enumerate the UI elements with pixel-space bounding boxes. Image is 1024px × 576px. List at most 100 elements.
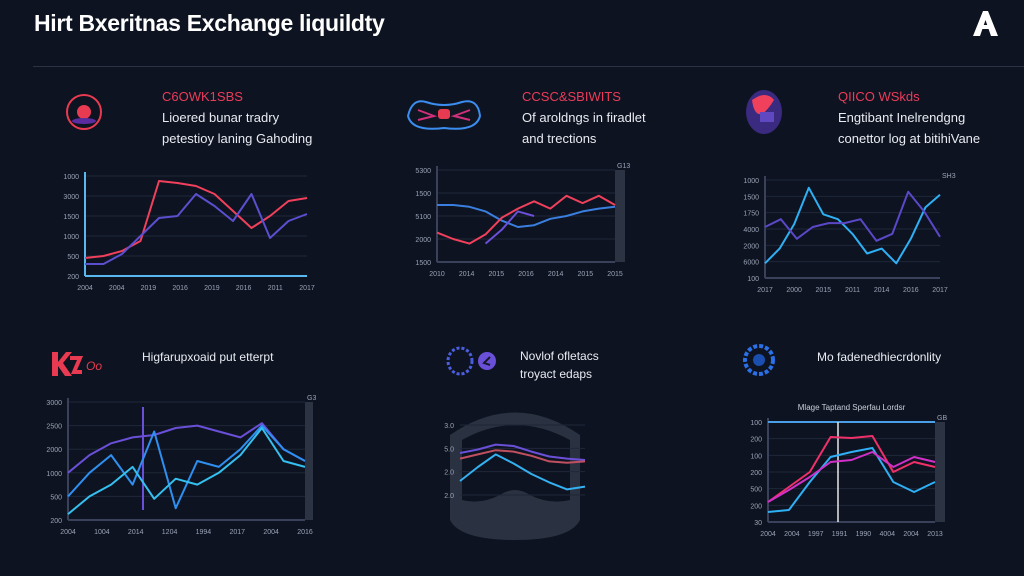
y-tick-label: 5100 <box>415 214 431 221</box>
y-tick-label: 1000 <box>743 178 759 185</box>
x-tick-label: 2017 <box>757 287 773 294</box>
panel-line: troyact edaps <box>520 367 593 381</box>
series-line-1 <box>67 422 306 474</box>
y-tick-label: 100 <box>747 276 759 283</box>
series-end-label: G3 <box>307 395 316 402</box>
series-line-1 <box>84 180 308 259</box>
panel-3-text: QIICO WSkds Engtibant Inelrendgng conettor… <box>838 86 980 149</box>
x-tick-label: 2016 <box>297 529 313 536</box>
series-line-2 <box>767 447 936 513</box>
x-tick-label: 2004 <box>263 529 279 536</box>
chart-backdrop-inner <box>462 425 570 502</box>
bridge-device-icon <box>406 100 482 130</box>
x-tick-label: 2013 <box>927 531 943 538</box>
y-tick-label: 6000 <box>743 260 759 267</box>
x-tick-label: 2000 <box>786 287 802 294</box>
chart-5: 3.0 5.0 2.0 2.0 <box>430 405 600 545</box>
x-tick-label: 2010 <box>429 271 445 278</box>
y-tick-label: 5300 <box>415 168 431 175</box>
x-tick-label: 1997 <box>808 531 824 538</box>
x-tick-label: 2004 <box>60 529 76 536</box>
series-line-2 <box>459 449 586 464</box>
series-line-1 <box>764 186 941 265</box>
y-tick-label: 5.0 <box>444 446 454 453</box>
panel-6-text: Mo fadenedhiecrdonlity <box>817 347 941 368</box>
chart-title: Mlage Taptand Sperfau Lordsr <box>798 403 906 412</box>
y-tick-label: 1500 <box>415 191 431 198</box>
y-tick-label: 100 <box>750 420 762 427</box>
panel-line: petestioy laning Gahoding <box>162 131 313 146</box>
y-tick-label: 200 <box>50 518 62 525</box>
x-tick-label: 2015 <box>816 287 832 294</box>
series-line-2 <box>764 190 941 242</box>
x-tick-label: 2014 <box>874 287 890 294</box>
x-tick-label: 4004 <box>879 531 895 538</box>
y-tick-label: 2.0 <box>444 493 454 500</box>
series-end-label: SH3 <box>942 173 956 180</box>
y-tick-label: 500 <box>50 494 62 501</box>
series-line-1 <box>767 435 936 503</box>
x-tick-label: 1004 <box>94 529 110 536</box>
x-tick-label: 2017 <box>932 287 948 294</box>
series-line-3 <box>67 427 306 515</box>
x-tick-label: 1994 <box>196 529 212 536</box>
panel-line: Mo fadenedhiecrdonlity <box>817 350 942 364</box>
panel-heading: QIICO WSkds <box>838 89 920 104</box>
chart-svg: 1000 1500 1750 4000 2000 6000 100 2017 2000 2015 2… <box>743 173 956 294</box>
chart-svg: 100 200 100 200 500 200 30 2004 2004 1997 1991 1990… <box>750 403 947 538</box>
chart-6: 100 200 100 200 500 200 30 2004 2004 1997 1991 1990… <box>735 402 965 542</box>
panel-line: Novlof ofletacs <box>520 349 599 363</box>
series-end-label: GB <box>937 415 947 422</box>
chart-svg: 3000 2500 2000 1000 500 200 2004 1004 2014 1204 19… <box>46 395 316 536</box>
panel-line: Lioered bunar tradry <box>162 110 280 125</box>
panel-5-text: Novlof ofletacs troyact edaps <box>520 347 599 383</box>
panel-line: conettor log at bitihiVane <box>838 131 981 146</box>
panel-line: Of aroldngs in firadlet <box>522 110 646 125</box>
x-tick-label: 2004 <box>77 285 93 292</box>
panel-2-text: CCSC&SBIWITS Of aroldngs in firadlet and t… <box>522 86 646 149</box>
y-tick-label: 1000 <box>63 174 79 181</box>
x-tick-label: 2004 <box>109 285 125 292</box>
y-tick-label: 1750 <box>743 211 759 218</box>
y-tick-label: 2500 <box>46 424 62 431</box>
series-line-3 <box>484 210 535 245</box>
x-tick-label: 2019 <box>204 285 220 292</box>
page-title: Hirt Bxeritnas Exchange liquildty <box>34 10 385 36</box>
y-tick-label: 100 <box>750 453 762 460</box>
chart-svg: 3.0 5.0 2.0 2.0 <box>444 412 586 540</box>
x-tick-label: 2017 <box>299 285 315 292</box>
chart-4: 3000 2500 2000 1000 500 200 2004 1004 2014 1204 19… <box>30 392 325 542</box>
x-tick-label: 2016 <box>236 285 252 292</box>
x-tick-label: 2014 <box>459 271 475 278</box>
y-tick-label: 30 <box>754 520 762 527</box>
series-end-label: G13 <box>617 163 630 170</box>
x-tick-label: 1990 <box>856 531 872 538</box>
series-line-3 <box>459 453 586 491</box>
x-tick-label: 2015 <box>489 271 505 278</box>
y-tick-label: 2000 <box>415 237 431 244</box>
y-tick-label: 200 <box>67 274 79 281</box>
x-tick-label: 2015 <box>607 271 623 278</box>
y-tick-label: 1000 <box>46 471 62 478</box>
y-tick-label: 200 <box>750 503 762 510</box>
blue-globe-icon <box>743 344 775 376</box>
x-tick-label: 2004 <box>903 531 919 538</box>
brand-logo-icon <box>973 11 998 36</box>
chart-svg: 5300 1500 5100 2000 1500 2010 2014 2015 2016 2014… <box>415 163 630 278</box>
series-line-2 <box>436 194 616 245</box>
y-tick-label: 200 <box>750 470 762 477</box>
y-tick-label: 2.0 <box>444 470 454 477</box>
panel-4-text: Higfarupxoaid put etterpt <box>142 347 273 368</box>
y-tick-label: 1000 <box>63 234 79 241</box>
series-line-2 <box>67 424 306 510</box>
panel-line: Engtibant Inelrendgng <box>838 110 966 125</box>
x-tick-label: 2004 <box>784 531 800 538</box>
series-line-1 <box>437 204 616 228</box>
x-tick-label: 2004 <box>760 531 776 538</box>
y-tick-label: 500 <box>750 487 762 494</box>
x-tick-label: 2016 <box>518 271 534 278</box>
y-tick-label: 4000 <box>743 227 759 234</box>
chart-svg: 1000 3000 1500 1000 500 200 2004 2004 2019 2016 20… <box>63 172 315 292</box>
y-tick-label: 2000 <box>743 243 759 250</box>
divider <box>33 66 1024 67</box>
